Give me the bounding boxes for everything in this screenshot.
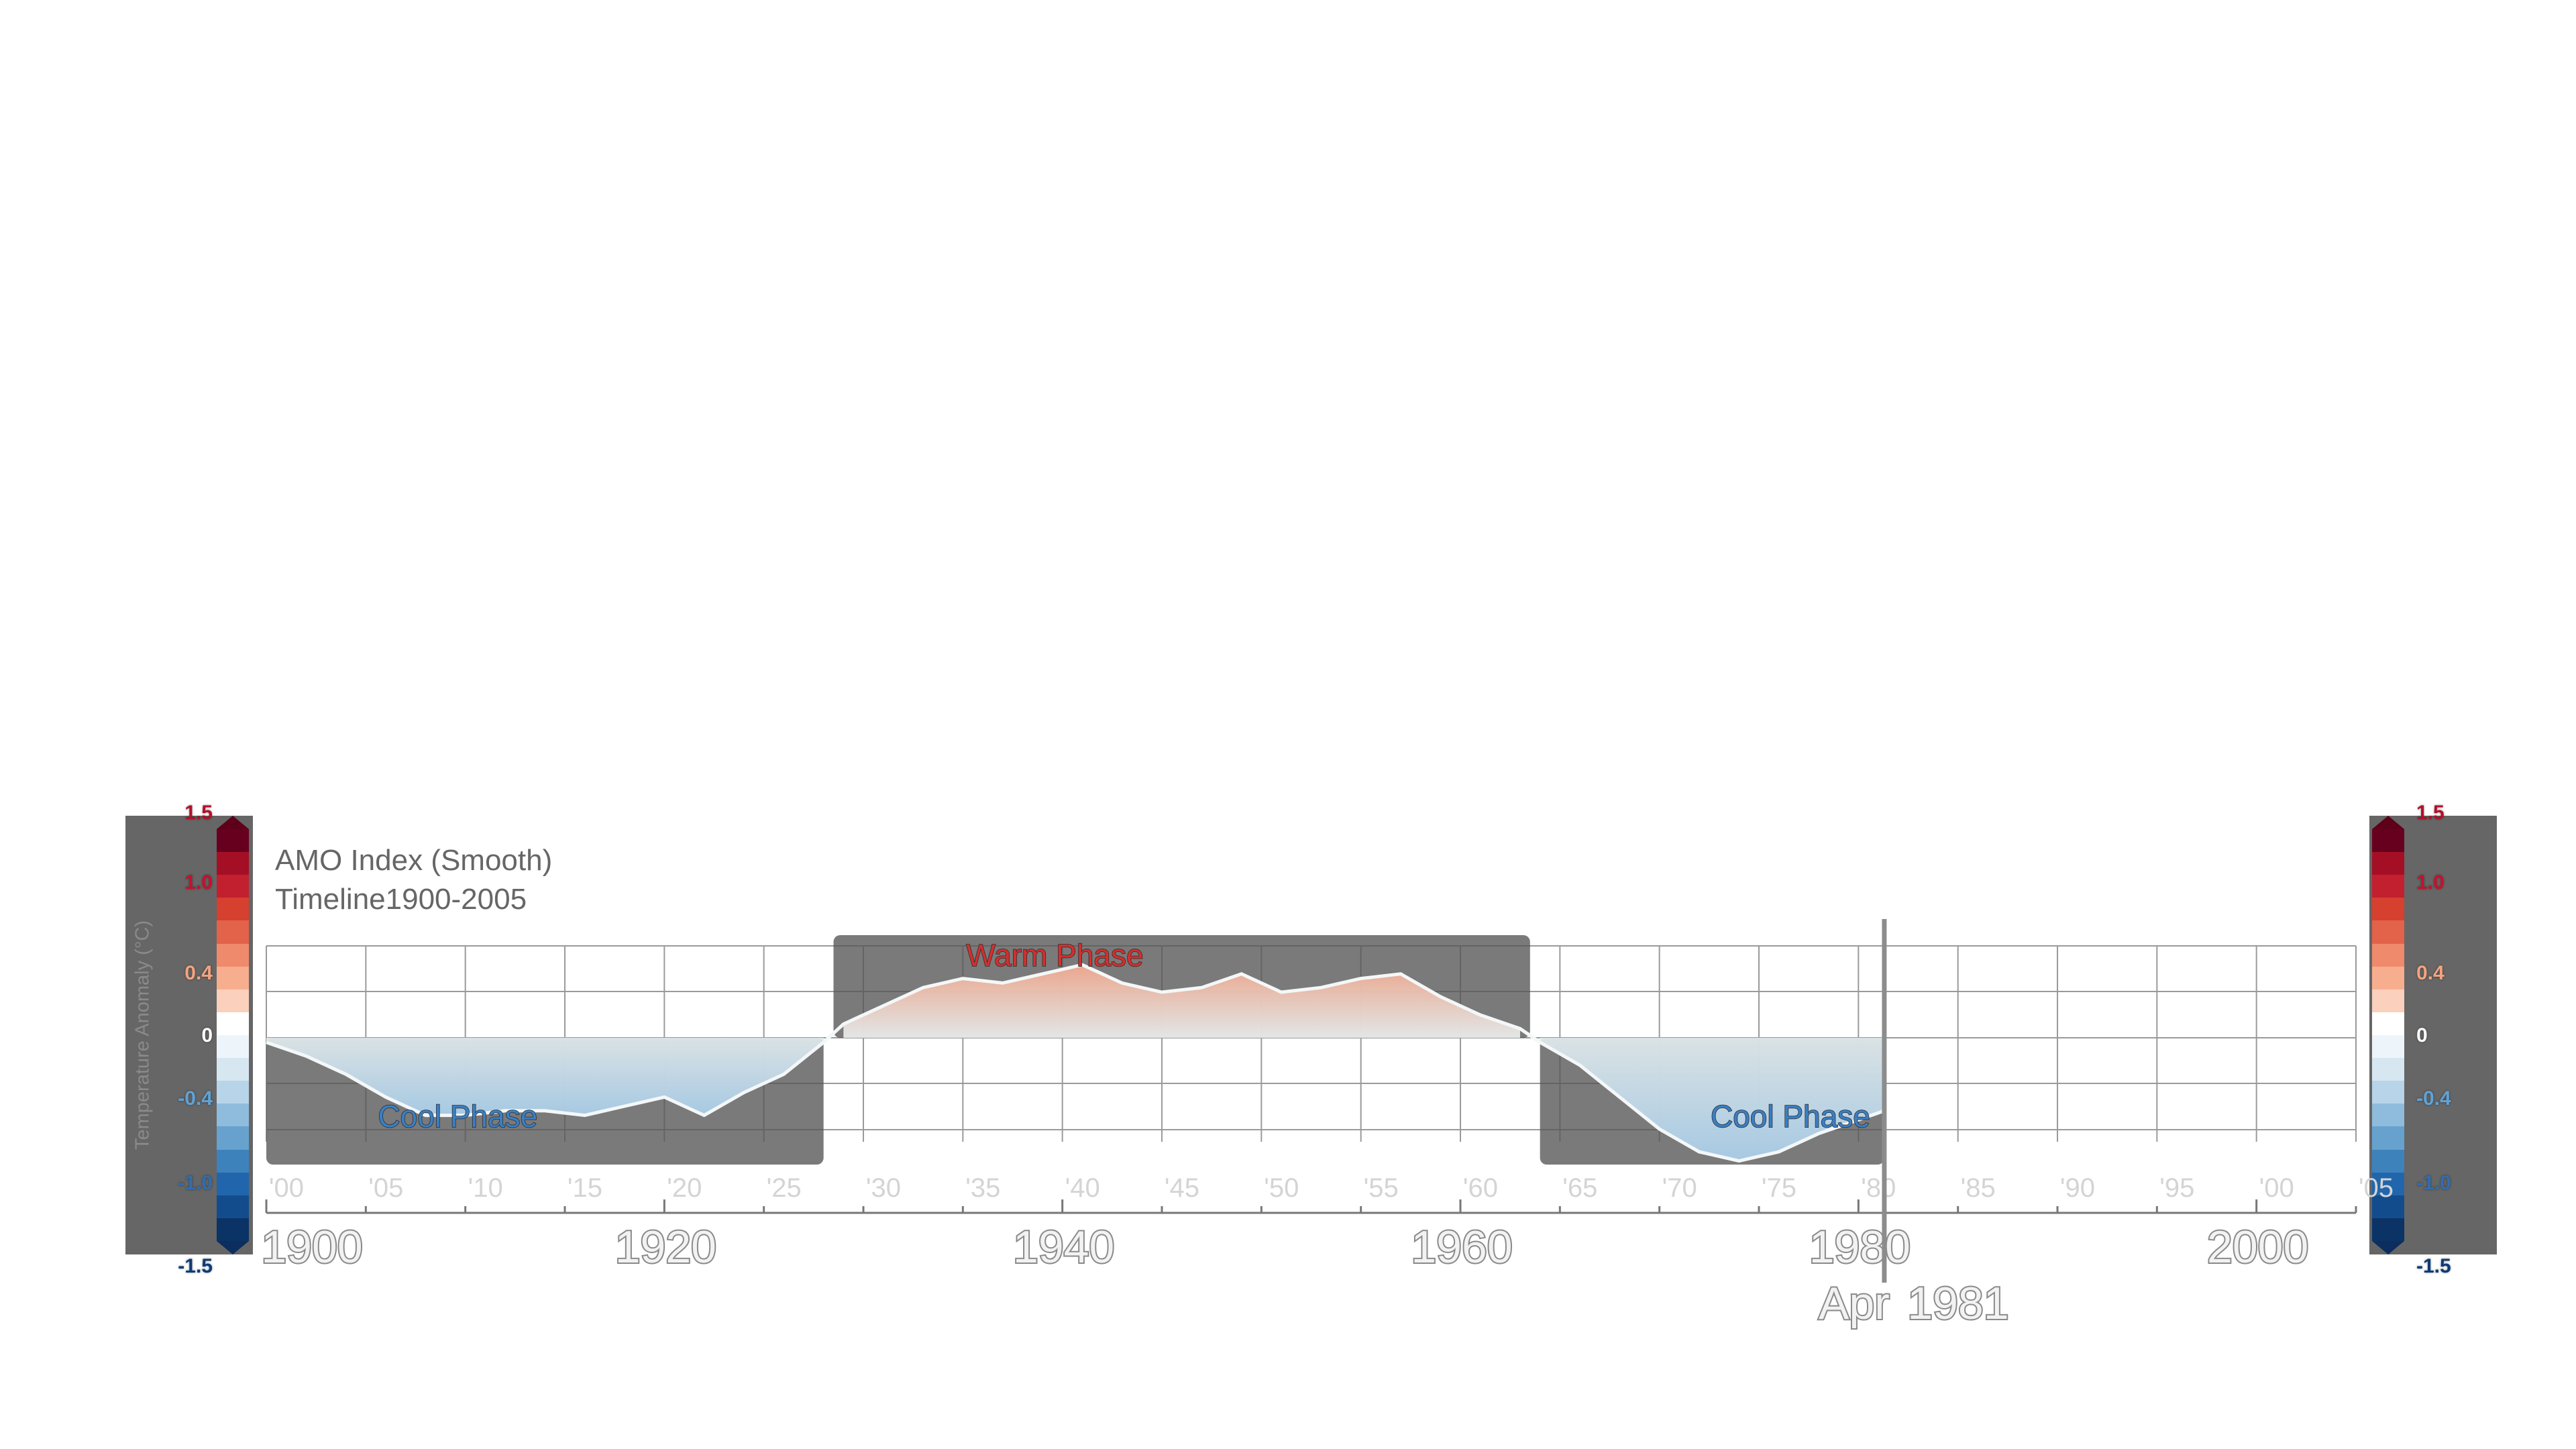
colorbar-left: Temperature Anomaly (°C) 1.5 1.0 0.4 0 -0.4-… bbox=[125, 802, 253, 1277]
colorbar-swatch bbox=[2372, 920, 2404, 945]
colorbar-swatch bbox=[217, 1126, 249, 1150]
colorbar-swatch bbox=[217, 898, 249, 921]
phase-label: Cool Phase bbox=[378, 1099, 537, 1134]
colorbar-tick-label: 1.5 bbox=[2416, 802, 2445, 824]
phase-area bbox=[1540, 1038, 1884, 1161]
decade-label: 2000 bbox=[2207, 1222, 2308, 1273]
year-tick-label: '40 bbox=[1065, 1173, 1100, 1203]
chart-subtitle: Timeline1900-2005 bbox=[275, 883, 527, 916]
colorbar-swatch bbox=[217, 829, 249, 853]
colorbar-swatch bbox=[2372, 1126, 2404, 1150]
colorbar-swatch bbox=[2372, 1149, 2404, 1173]
colorbar-cap-top bbox=[217, 816, 249, 829]
year-tick-label: '85 bbox=[1961, 1173, 1996, 1203]
colorbar-tick-label: -1.0 bbox=[2416, 1172, 2451, 1194]
year-tick-label: '80 bbox=[1861, 1173, 1896, 1203]
year-tick-label: '05 bbox=[368, 1173, 403, 1203]
colorbar-swatch bbox=[2372, 1081, 2404, 1104]
colorbar-swatch bbox=[2372, 829, 2404, 853]
colorbar-swatch bbox=[217, 1149, 249, 1173]
colorbar-tick-label: 1.0 bbox=[184, 871, 213, 894]
year-tick-label: '00 bbox=[269, 1173, 304, 1203]
colorbar-swatch bbox=[217, 1104, 249, 1127]
colorbar-swatch bbox=[217, 1035, 249, 1059]
colorbar-tick-label: -0.4 bbox=[2416, 1087, 2451, 1110]
year-tick-label: '15 bbox=[568, 1173, 602, 1203]
phase-label: Warm Phase bbox=[966, 938, 1143, 973]
year-tick-label: '20 bbox=[667, 1173, 702, 1203]
colorbar-tick-label: 0.4 bbox=[184, 962, 213, 985]
colorbar-swatch bbox=[2372, 943, 2404, 967]
colorbar-swatch bbox=[217, 1081, 249, 1104]
colorbar-tick-label: 0 bbox=[2416, 1024, 2428, 1046]
year-tick-label: '35 bbox=[965, 1173, 1000, 1203]
colorbar-swatch bbox=[217, 1058, 249, 1081]
chart-title: AMO Index (Smooth) bbox=[275, 844, 553, 877]
colorbar-swatch bbox=[2372, 989, 2404, 1013]
colorbar-swatch bbox=[2372, 1012, 2404, 1036]
colorbar-swatch bbox=[217, 1012, 249, 1036]
phase-area bbox=[266, 1038, 824, 1116]
colorbar-swatch bbox=[2372, 966, 2404, 990]
year-tick-label: '25 bbox=[767, 1173, 802, 1203]
decade-label: 1920 bbox=[615, 1222, 716, 1273]
year-tick-label: '00 bbox=[2259, 1173, 2294, 1203]
colorbar-swatch bbox=[2372, 875, 2404, 898]
colorbar-tick-label: -1.0 bbox=[178, 1172, 213, 1194]
year-tick-label: '95 bbox=[2159, 1173, 2194, 1203]
decade-label: 1900 bbox=[261, 1222, 362, 1273]
year-tick-label: '75 bbox=[1762, 1173, 1796, 1203]
year-tick-label: '50 bbox=[1264, 1173, 1299, 1203]
colorbar-tick-label: 1.5 bbox=[184, 802, 213, 824]
colorbar-swatch bbox=[2372, 1058, 2404, 1081]
colorbar-tick-label: 1.0 bbox=[2416, 871, 2445, 894]
colorbar-tick-label: -0.4 bbox=[178, 1087, 213, 1110]
colorbar-right: 1.5 1.0 0.4 0 -0.4 -1.0 -1.5 bbox=[2369, 802, 2497, 1277]
phase-area bbox=[843, 965, 1520, 1038]
colorbar-tick-label: 0 bbox=[201, 1024, 213, 1046]
colorbar-swatch bbox=[217, 943, 249, 967]
decade-label: 1960 bbox=[1411, 1222, 1512, 1273]
colorbar-tick-label: -1.5 bbox=[2416, 1255, 2451, 1277]
colorbar-swatch bbox=[217, 852, 249, 875]
colorbar-swatch bbox=[217, 966, 249, 990]
year-tick-label: '10 bbox=[468, 1173, 503, 1203]
decade-label: 1980 bbox=[1809, 1222, 1911, 1273]
colorbar-swatch bbox=[2372, 852, 2404, 875]
year-tick-label: '30 bbox=[866, 1173, 901, 1203]
colorbar-swatch bbox=[217, 989, 249, 1013]
colorbar-swatch bbox=[2372, 1104, 2404, 1127]
colorbar-swatch bbox=[2372, 898, 2404, 921]
colorbar-tick-label: -1.5 bbox=[178, 1255, 213, 1277]
decade-label: 1940 bbox=[1013, 1222, 1114, 1273]
colorbar-scale-left bbox=[217, 816, 249, 1254]
phase-label: Cool Phase bbox=[1711, 1099, 1870, 1134]
colorbar-swatch bbox=[2372, 1195, 2404, 1219]
colorbar-scale-right bbox=[2372, 816, 2404, 1254]
colorbar-cap-bottom bbox=[2372, 1241, 2404, 1254]
current-month-label: Apr bbox=[1819, 1278, 1890, 1329]
colorbar-swatch bbox=[217, 875, 249, 898]
year-tick-label: '60 bbox=[1463, 1173, 1498, 1203]
colorbar-tick-label: 0.4 bbox=[2416, 962, 2445, 985]
year-tick-label: '90 bbox=[2060, 1173, 2095, 1203]
year-tick-label: '65 bbox=[1562, 1173, 1597, 1203]
current-year-label: 1981 bbox=[1907, 1278, 2008, 1329]
year-tick-label: '70 bbox=[1662, 1173, 1697, 1203]
colorbar-swatch bbox=[217, 920, 249, 945]
colorbar-swatch bbox=[217, 1195, 249, 1219]
colorbar-swatch bbox=[2372, 1172, 2404, 1196]
colorbar-swatch bbox=[2372, 1218, 2404, 1242]
amo-index-line bbox=[266, 963, 1885, 1163]
year-tick-label: '05 bbox=[2359, 1173, 2394, 1203]
colorbar-cap-top bbox=[2372, 816, 2404, 829]
year-tick-label: '45 bbox=[1165, 1173, 1199, 1203]
colorbar-swatch bbox=[217, 1172, 249, 1196]
colorbar-swatch bbox=[2372, 1035, 2404, 1059]
year-tick-label: '55 bbox=[1364, 1173, 1399, 1203]
colorbar-swatch bbox=[217, 1218, 249, 1242]
colorbar-cap-bottom bbox=[217, 1241, 249, 1254]
